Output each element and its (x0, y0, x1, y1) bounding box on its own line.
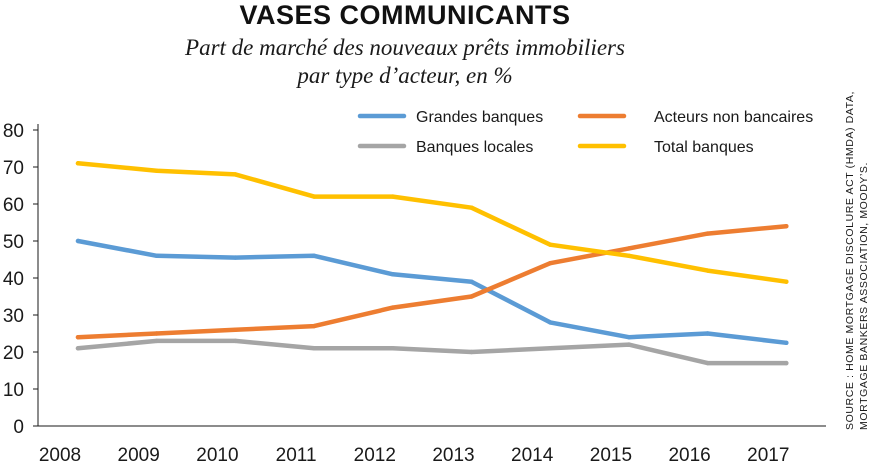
data-point (626, 246, 632, 251)
data-point (784, 224, 789, 229)
data-point (784, 279, 789, 284)
source-note: SOURCE : HOME MORTGAGE DISCOLURE ACT (HM… (843, 18, 870, 430)
data-point (154, 168, 159, 173)
data-point (548, 261, 553, 266)
data-point (311, 323, 317, 329)
data-point (626, 342, 632, 347)
data-point (311, 194, 317, 199)
data-point (469, 294, 474, 299)
data-point (469, 205, 474, 210)
x-tick-label: 2011 (276, 445, 317, 466)
chart-subtitle: Part de marché des nouveaux prêts immobi… (0, 34, 810, 90)
data-point (390, 346, 395, 351)
source-line-1: SOURCE : HOME MORTGAGE DISCOLURE ACT (HM… (844, 91, 856, 430)
x-tick-label: 2009 (118, 445, 160, 466)
data-point (75, 335, 81, 340)
subtitle-line-1: Part de marché des nouveaux prêts immobi… (185, 35, 625, 60)
data-point (233, 338, 238, 344)
y-tick-label: 30 (3, 306, 24, 327)
data-point (469, 279, 474, 284)
x-tick-label: 2008 (39, 445, 81, 466)
source-line-2: MORTGAGE BANKERS ASSOCIATION, MOODY’S. (858, 161, 870, 430)
series-line-0 (75, 238, 789, 346)
series-line-2 (75, 338, 789, 366)
data-point (233, 172, 238, 177)
data-point (469, 349, 474, 355)
data-point (75, 346, 81, 351)
x-tick-label: 2012 (354, 445, 396, 466)
y-tick-label: 80 (3, 121, 24, 142)
legend: Grandes banques Acteurs non bancaires Banq… (357, 109, 813, 156)
x-tick-label: 2017 (747, 445, 789, 466)
data-point (626, 253, 632, 258)
data-point (705, 268, 710, 273)
series-line-1 (75, 223, 789, 340)
legend-label: Banques locales (416, 139, 533, 156)
legend-label: Grandes banques (416, 109, 543, 126)
data-point (75, 161, 81, 166)
data-point (784, 340, 789, 345)
x-tick-label: 2010 (196, 445, 238, 466)
data-point (311, 346, 317, 351)
x-tick-label: 2013 (432, 445, 474, 466)
data-point (311, 253, 317, 258)
x-tick-label: 2016 (668, 445, 710, 466)
series-line-3 (75, 161, 789, 284)
data-point (548, 242, 553, 247)
data-point (705, 231, 710, 236)
data-point (233, 327, 238, 332)
y-tick-label: 10 (3, 380, 24, 401)
data-point (390, 194, 395, 199)
data-point (548, 346, 553, 351)
data-point (784, 360, 789, 366)
data-point (548, 320, 553, 325)
data-point (154, 338, 159, 344)
y-tick-label: 50 (3, 232, 24, 253)
data-point (75, 238, 81, 244)
data-point (154, 331, 159, 336)
chart-title: VASES COMMUNICANTS (239, 0, 571, 30)
series-lines (75, 161, 789, 366)
data-point (390, 272, 395, 277)
data-point (705, 360, 710, 366)
y-tick-label: 20 (3, 343, 24, 364)
data-point (233, 255, 238, 260)
x-tick-label: 2014 (511, 445, 554, 466)
data-point (154, 253, 159, 258)
subtitle-line-2: par type d’acteur, en % (297, 63, 513, 88)
legend-label: Total banques (654, 139, 754, 156)
data-point (705, 331, 710, 336)
x-tick-label: 2015 (590, 445, 632, 466)
legend-label: Acteurs non bancaires (654, 109, 813, 126)
y-tick-label: 40 (3, 269, 24, 290)
data-point (626, 335, 632, 340)
y-tick-label: 60 (3, 195, 24, 216)
y-tick-label: 70 (3, 158, 24, 179)
axes: 0 10 20 30 40 50 60 70 80 2008 2009 2010 2011 2012 201… (3, 121, 826, 466)
y-tick-label: 0 (13, 417, 24, 438)
data-point (390, 305, 395, 310)
